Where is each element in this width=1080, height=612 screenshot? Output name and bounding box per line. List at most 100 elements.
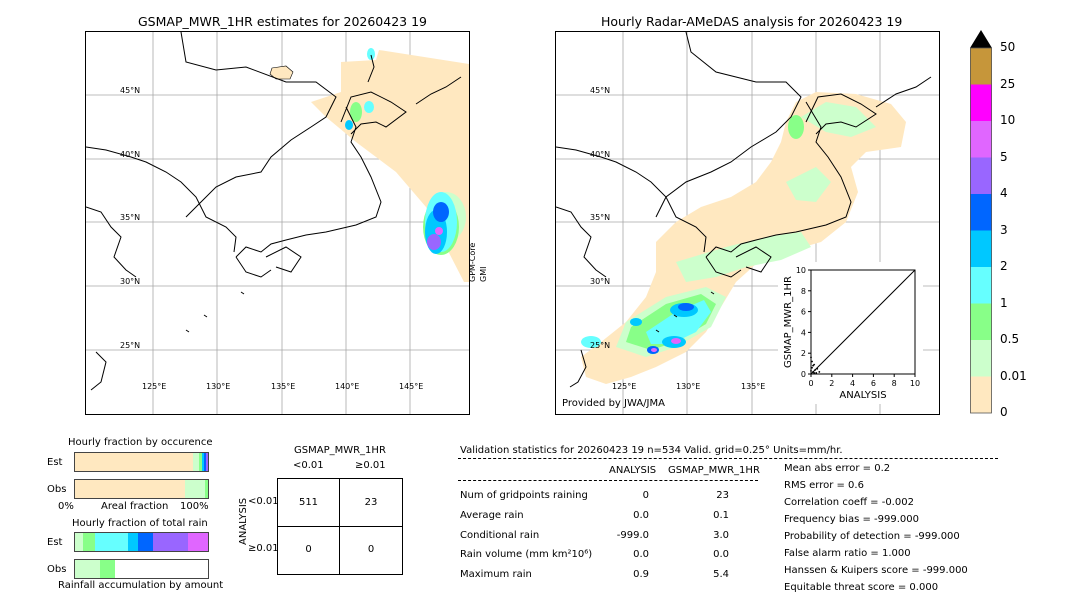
contingency-col-ge: ≥0.01	[355, 460, 386, 471]
contingency-cell: 0	[367, 544, 375, 555]
scatter-point	[811, 360, 813, 363]
left-rain-cells	[345, 48, 466, 255]
scatter-point	[810, 356, 812, 359]
stats-header: Validation statistics for 20260423 19 n=…	[460, 445, 843, 456]
stats-row-label: Maximum rain	[460, 569, 532, 580]
left-lat-label: 25°N	[120, 341, 141, 350]
stats-row-gsmap: 0.0	[713, 549, 729, 560]
colorbar-label: 5	[1000, 149, 1008, 164]
scatter-point	[810, 369, 812, 372]
right-lat-label: 40°N	[590, 150, 611, 159]
left-lon-label: 140°E	[335, 382, 360, 391]
x-tick-label: 4	[850, 379, 855, 388]
y-axis-label: GSMAP_MWR_1HR	[783, 276, 794, 368]
y-tick-label: 2	[801, 349, 806, 358]
scatter-point	[811, 366, 813, 369]
right-coastlines	[556, 32, 932, 388]
x-tick-label: 6	[871, 379, 876, 388]
left-lon-label: 130°E	[206, 382, 231, 391]
scatter-point	[818, 371, 821, 373]
y-tick-label: 4	[801, 328, 806, 337]
stats-row-analysis: -999.0	[616, 530, 649, 541]
contingency-grid: 511 23 0 0	[277, 478, 403, 575]
score-line: Mean abs error = 0.2	[784, 463, 891, 474]
left-lat-label: 35°N	[120, 213, 141, 222]
total-rain-title: Hourly fraction of total rain	[72, 518, 208, 529]
accumulation-footer: Rainfall accumulation by amount	[58, 580, 224, 591]
satellite-label: GMI	[479, 266, 488, 282]
y-tick-label: 8	[801, 287, 806, 296]
right-lon-label: 130°E	[676, 382, 701, 391]
occurrence-obs-bar	[74, 479, 209, 499]
scatter-point	[814, 368, 817, 371]
colorbar-label: 0	[1000, 405, 1008, 419]
colorbar-label: 10	[1000, 113, 1016, 127]
colorbar-label: 25	[1000, 76, 1016, 91]
stats-row-label: Rain volume (mm km²10⁶)	[460, 549, 593, 560]
total-est-bar	[74, 532, 209, 552]
colorbar-segment	[970, 267, 992, 304]
score-line: Frequency bias = -999.000	[784, 514, 919, 525]
stats-row-label: Average rain	[460, 510, 524, 521]
colorbar-label: 0.01	[1000, 368, 1027, 383]
colorbar-label: 1	[1000, 295, 1008, 310]
colorbar-segment	[970, 84, 992, 121]
x-axis-label: ANALYSIS	[839, 390, 886, 401]
stats-row-label: Num of gridpoints raining	[460, 490, 588, 501]
left-map-grid	[86, 32, 469, 414]
left-island-blob	[269, 65, 294, 80]
right-rain-cells	[581, 102, 876, 357]
areal-axis-mid: Areal fraction	[101, 501, 169, 512]
colorbar-segment	[970, 376, 992, 413]
left-lon-label: 145°E	[399, 382, 424, 391]
colorbar-segment	[970, 121, 992, 158]
occurrence-est-bar	[74, 452, 209, 472]
colorbar-segment	[970, 230, 992, 267]
colorbar: 50 25 10 5 4 3 2 1 0.5 0.01 0	[970, 30, 1030, 419]
colorbar-segment	[970, 194, 992, 231]
colorbar-segment	[970, 48, 992, 85]
stats-col-analysis: ANALYSIS	[609, 465, 657, 476]
colorbar-segment	[970, 157, 992, 194]
y-tick-label: 0	[801, 370, 806, 379]
stats-row-gsmap: 3.0	[713, 530, 729, 541]
scatter-diagonal	[810, 269, 916, 375]
left-lat-label: 45°N	[120, 86, 141, 95]
contingency-col-lt: <0.01	[293, 460, 324, 471]
score-line: Hanssen & Kuipers score = -999.000	[784, 565, 968, 576]
scatter-point	[815, 372, 818, 374]
right-lat-label: 45°N	[590, 86, 611, 95]
left-map: 45°N 40°N 35°N 30°N 25°N 125°E 130°E 135…	[85, 31, 470, 415]
inset-scatter: 0 0 2 2 4 4 6 6 8 8 10 10 ANALYSIS GSMAP_MWR_1HR	[778, 262, 923, 404]
colorbar-label: 3	[1000, 222, 1008, 237]
left-lat-label: 40°N	[120, 150, 141, 159]
stats-row-label: Conditional rain	[460, 530, 540, 541]
left-lon-label: 135°E	[271, 382, 296, 391]
scatter-plot: 00 2 2 4 4 6 6 8 8 10 10 ANALYSIS GSMAP_MWR_1HR	[783, 266, 920, 401]
left-lat-label: 30°N	[120, 277, 141, 286]
contingency-row-lt: <0.01	[248, 496, 279, 507]
right-lat-label: 25°N	[590, 341, 611, 350]
stats-row-gsmap: 5.4	[713, 569, 729, 580]
x-tick-label: 0	[808, 379, 813, 388]
y-tick-label: 10	[796, 266, 806, 275]
colorbar-extend-arrow	[970, 30, 992, 48]
scatter-point	[816, 367, 819, 370]
right-lat-label: 30°N	[590, 277, 611, 286]
contingency-title: GSMAP_MWR_1HR	[294, 445, 386, 456]
left-map-title: GSMAP_MWR_1HR estimates for 20260423 19	[138, 14, 427, 29]
score-line: Equitable threat score = 0.000	[784, 582, 939, 593]
contingency-row-ge: ≥0.01	[248, 543, 279, 554]
colorbar-label: 50	[1000, 40, 1016, 54]
left-swath-area	[311, 50, 469, 282]
occurrence-est-label: Est	[47, 457, 63, 468]
scatter-point	[812, 364, 814, 367]
stats-row-gsmap: 23	[716, 490, 729, 501]
score-line: Correlation coeff = -0.002	[784, 497, 914, 508]
left-coastlines	[86, 32, 462, 391]
colorbar-segment	[970, 340, 992, 377]
total-obs-bar	[74, 559, 209, 579]
colorbar-segment	[970, 303, 992, 340]
colorbar-scale	[970, 30, 992, 414]
right-map-canvas	[556, 32, 939, 414]
